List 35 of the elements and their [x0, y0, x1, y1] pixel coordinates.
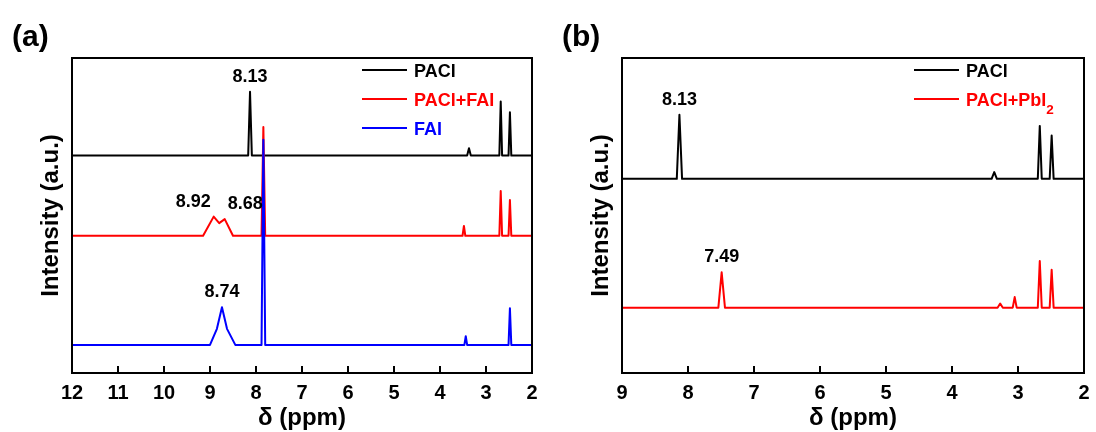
x-tick-label: 12: [60, 381, 84, 403]
chart-title: (a): [12, 19, 49, 52]
x-tick-label: 5: [388, 381, 400, 403]
x-tick-label: 10: [152, 381, 176, 403]
x-tick-label: 2: [526, 381, 538, 403]
x-tick-label: 4: [434, 381, 447, 403]
x-tick-label: 6: [342, 381, 354, 403]
legend-label: PACl+FAI: [414, 90, 495, 110]
x-tick-label: 8: [250, 381, 262, 403]
annotation: 8.13: [661, 88, 697, 109]
x-tick-label: 4: [946, 381, 959, 403]
annotation: 8.92: [175, 190, 211, 211]
y-axis-title: Intensity (a.u.): [586, 134, 613, 297]
x-tick-label: 8: [682, 381, 694, 403]
legend-label: FAI: [414, 119, 443, 139]
x-tick-label: 7: [296, 381, 308, 403]
annotation: 7.49: [704, 246, 740, 267]
x-tick-label: 11: [107, 381, 129, 403]
x-tick-label: 7: [748, 381, 760, 403]
legend-label: PACl+PbI$_{2}$: [966, 90, 1054, 117]
x-tick-label: 6: [814, 381, 826, 403]
y-axis-title: Intensity (a.u.): [36, 134, 63, 297]
x-tick-label: 3: [480, 381, 492, 403]
x-tick-label: 2: [1078, 381, 1090, 403]
annotation: 8.13: [232, 65, 268, 86]
x-tick-label: 9: [616, 381, 628, 403]
x-axis-title: δ (ppm): [258, 403, 346, 430]
annotation: 8.74: [204, 281, 240, 302]
x-tick-label: 9: [204, 381, 216, 403]
x-tick-label: 3: [1012, 381, 1024, 403]
chart-title: (b): [562, 19, 601, 52]
legend-label: PACl: [966, 61, 1008, 81]
legend-label: PACl: [414, 61, 456, 81]
x-axis-title: δ (ppm): [809, 403, 897, 430]
x-tick-label: 5: [880, 381, 892, 403]
